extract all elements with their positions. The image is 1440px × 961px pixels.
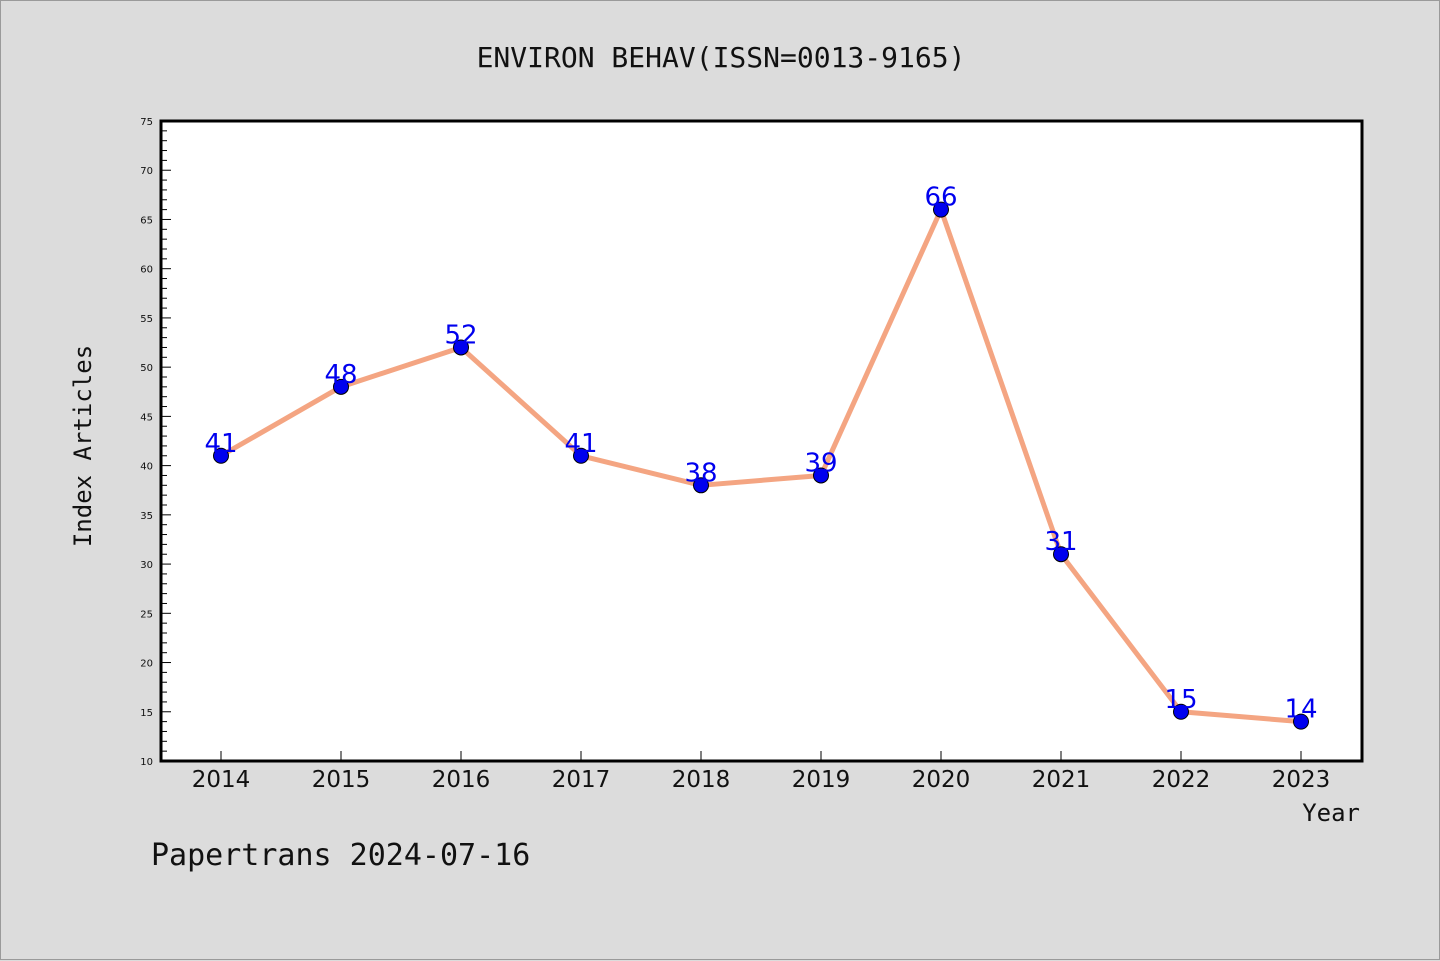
y-tick-label: 50 — [140, 363, 153, 374]
chart-title: ENVIRON BEHAV(ISSN=0013-9165) — [477, 41, 966, 74]
data-label: 15 — [1164, 685, 1197, 715]
x-axis: 2014 2015 2016 2017 2018 2019 2020 2021 2022 2023 — [192, 751, 1331, 793]
y-tick-label: 75 — [140, 117, 153, 128]
x-tick-label: 2014 — [192, 767, 251, 793]
data-label-group: 41 48 52 41 38 39 66 31 15 14 — [204, 183, 1317, 725]
x-tick-label: 2015 — [312, 767, 371, 793]
data-label: 48 — [324, 360, 357, 390]
x-tick-label: 2022 — [1152, 767, 1211, 793]
x-axis-title: Year — [1302, 799, 1360, 827]
footer-source-date: Papertrans 2024-07-16 — [151, 838, 530, 873]
data-point — [1293, 713, 1309, 730]
y-tick-label: 55 — [140, 314, 153, 325]
x-tick-label: 2021 — [1032, 767, 1091, 793]
data-label: 66 — [924, 183, 957, 213]
data-point — [1173, 703, 1189, 720]
data-label: 41 — [564, 429, 597, 459]
x-tick-label: 2016 — [432, 767, 491, 793]
data-label: 41 — [204, 429, 237, 459]
data-point — [573, 447, 589, 464]
y-tick-label: 60 — [140, 265, 153, 276]
y-tick-label: 40 — [140, 462, 153, 473]
y-tick-label: 70 — [140, 166, 153, 177]
data-label: 38 — [684, 458, 717, 488]
x-tick-label: 2020 — [912, 767, 971, 793]
data-point — [693, 477, 709, 494]
data-point — [933, 201, 949, 218]
x-tick-label: 2017 — [552, 767, 611, 793]
data-label: 52 — [444, 320, 477, 350]
x-tick-label: 2023 — [1272, 767, 1331, 793]
data-point — [453, 339, 469, 356]
y-tick-label: 30 — [140, 560, 153, 571]
y-tick-label: 45 — [140, 412, 153, 423]
x-tick-label: 2018 — [672, 767, 731, 793]
y-tick-label: 15 — [140, 708, 153, 719]
data-point — [213, 447, 229, 464]
y-tick-label: 10 — [140, 757, 153, 768]
plot-area — [159, 119, 1364, 763]
y-axis: 10 15 20 25 30 35 40 45 50 55 60 65 70 75 — [140, 117, 171, 768]
data-point — [1053, 546, 1069, 563]
data-label: 31 — [1044, 527, 1077, 557]
data-label: 14 — [1284, 695, 1317, 725]
x-tick-label: 2019 — [792, 767, 851, 793]
series-line — [218, 207, 1304, 725]
y-tick-label: 35 — [140, 511, 153, 522]
y-tick-label: 20 — [140, 659, 153, 670]
y-tick-label: 65 — [140, 215, 153, 226]
series-line-group — [213, 201, 1309, 730]
y-axis-title: Index Articles — [69, 345, 97, 547]
y-tick-label: 25 — [140, 609, 153, 620]
data-point — [333, 378, 349, 395]
data-point — [813, 467, 829, 484]
data-label: 39 — [804, 448, 837, 478]
